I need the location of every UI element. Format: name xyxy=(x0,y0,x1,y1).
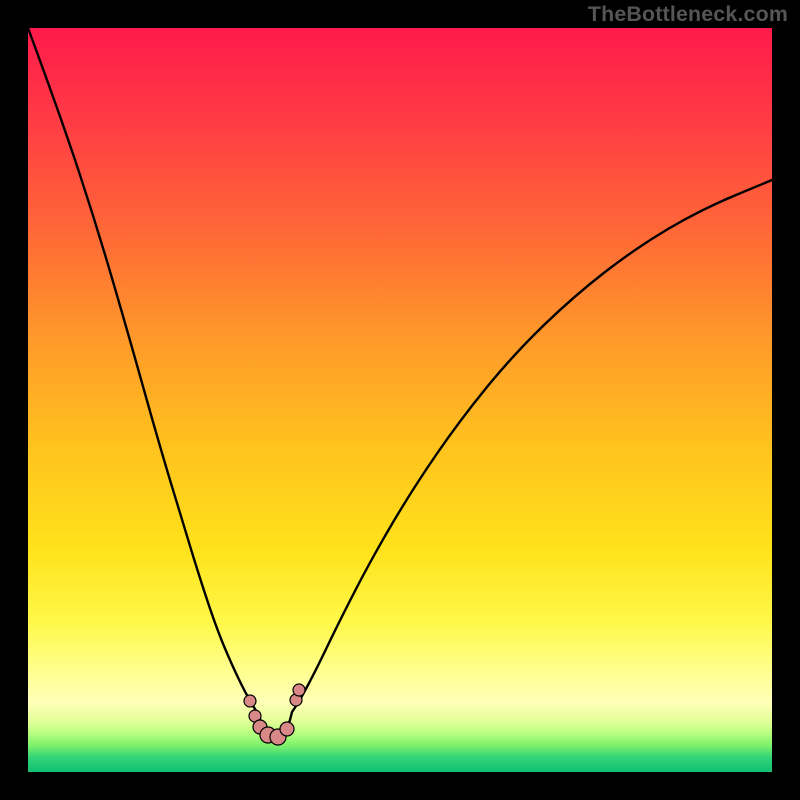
data-marker xyxy=(244,695,256,707)
chart-svg xyxy=(0,0,800,800)
plot-gradient xyxy=(28,28,772,772)
data-marker xyxy=(280,722,294,736)
watermark-text: TheBottleneck.com xyxy=(588,2,788,27)
chart-frame: TheBottleneck.com xyxy=(0,0,800,800)
data-marker xyxy=(293,684,305,696)
